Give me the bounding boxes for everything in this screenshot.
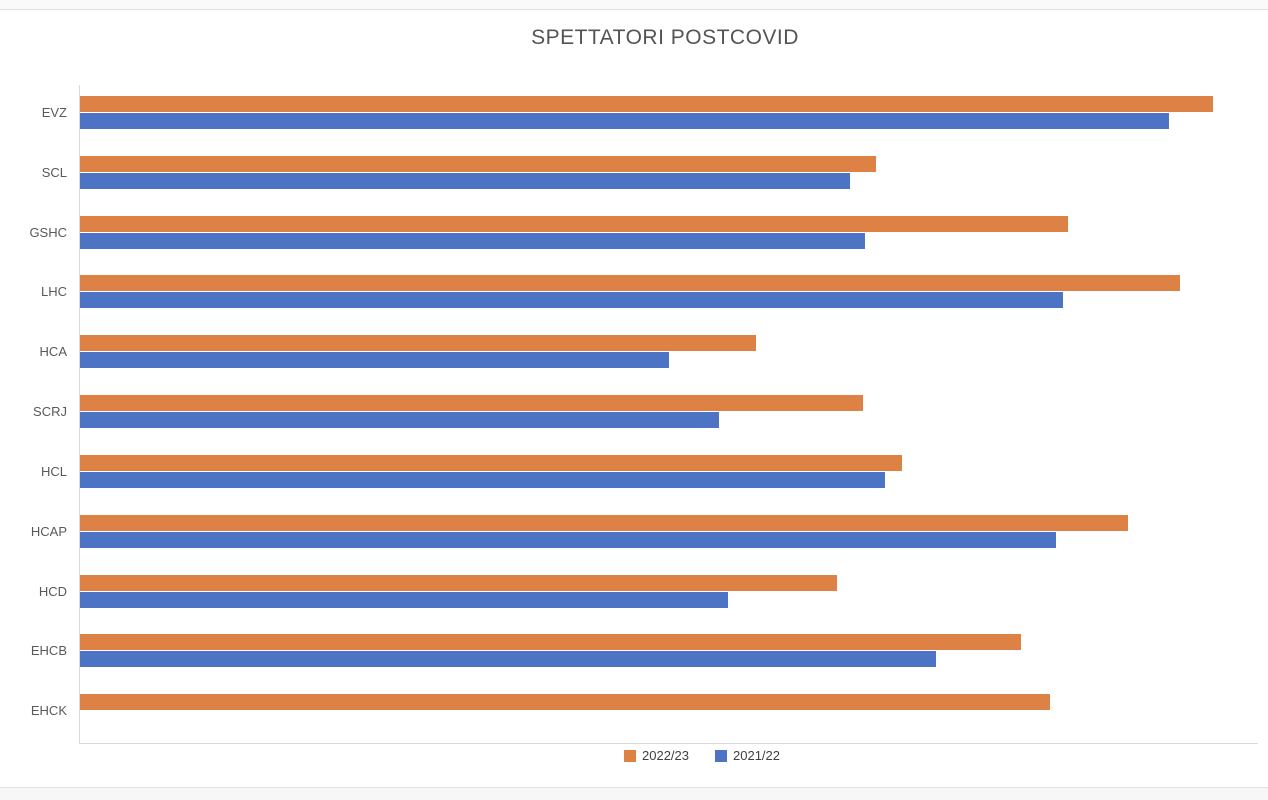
bar-2021-22 [80, 292, 1064, 309]
bar-group [80, 205, 1258, 249]
bar-2021-22 [80, 232, 865, 249]
category-row: SCL [42, 145, 1258, 205]
bar-2022-23 [80, 694, 1050, 711]
plot-area: EVZ SCL GSHC LHC HCA SCRJ HCL HCAP HCD EHCB EHCK [29, 85, 1258, 744]
bar-2022-23 [80, 454, 903, 471]
bar-2021-22 [80, 412, 719, 429]
category-row: SCRJ [33, 384, 1258, 444]
bar-group [80, 324, 1258, 369]
page-margin-bottom [0, 788, 1268, 800]
bar-2022-23 [80, 574, 837, 591]
legend-label: 2021/22 [733, 748, 780, 763]
bar-2022-23 [80, 215, 1068, 232]
bar-group [80, 384, 1258, 429]
category-row: EHCK [31, 683, 1258, 743]
category-row: LHC [41, 264, 1258, 324]
top-divider [0, 9, 1268, 10]
bar-group [80, 85, 1258, 129]
bar-2022-23 [80, 155, 877, 172]
category-label: SCRJ [33, 404, 67, 420]
category-row: HCL [41, 444, 1258, 504]
bar-2021-22 [80, 471, 886, 488]
category-row: HCAP [31, 504, 1258, 564]
category-row: EVZ [42, 85, 1258, 145]
legend-item: 2022/23 [624, 748, 689, 763]
category-row: HCD [39, 564, 1258, 624]
bar-2022-23 [80, 275, 1180, 292]
bar-2021-22 [80, 651, 937, 668]
bar-group [80, 444, 1258, 488]
category-label: HCAP [30, 523, 67, 539]
category-label: HCL [40, 463, 67, 479]
bar-2022-23 [80, 96, 1213, 112]
category-row: HCA [40, 324, 1258, 384]
bar-2021-22 [80, 113, 1169, 129]
legend-item: 2021/22 [715, 748, 780, 763]
category-row: GSHC [29, 205, 1258, 265]
legend-swatch-icon [624, 749, 636, 762]
bar-group [80, 145, 1258, 189]
bar-2022-23 [80, 335, 757, 352]
category-label: EVZ [41, 105, 67, 120]
category-label: HCD [38, 583, 67, 599]
category-label: EHCK [30, 703, 67, 719]
legend: 2022/23 2021/22 [0, 748, 1268, 763]
chart-title: SPETTATORI POSTCOVID [531, 26, 799, 49]
bar-2021-22 [80, 591, 728, 608]
category-label: HCA [39, 344, 67, 360]
bottom-divider [0, 787, 1268, 788]
bar-group [80, 623, 1258, 668]
bar-2021-22 [80, 531, 1057, 548]
bar-2021-22 [80, 172, 851, 189]
bar-2021-22 [80, 352, 669, 369]
category-label: GSHC [29, 224, 67, 240]
category-label: EHCB [30, 643, 67, 659]
bar-2022-23 [80, 634, 1022, 651]
bar-group [80, 504, 1258, 548]
legend-label: 2022/23 [642, 748, 689, 763]
category-row: EHCB [31, 623, 1258, 683]
category-label: SCL [41, 164, 67, 180]
category-label: LHC [40, 284, 67, 300]
legend-swatch-icon [715, 749, 727, 762]
bar-group [80, 683, 1258, 727]
bar-2022-23 [80, 395, 863, 412]
bar-2022-23 [80, 514, 1128, 531]
bar-group [80, 564, 1258, 608]
page-margin-top [0, 0, 1268, 9]
bar-group [80, 264, 1258, 309]
